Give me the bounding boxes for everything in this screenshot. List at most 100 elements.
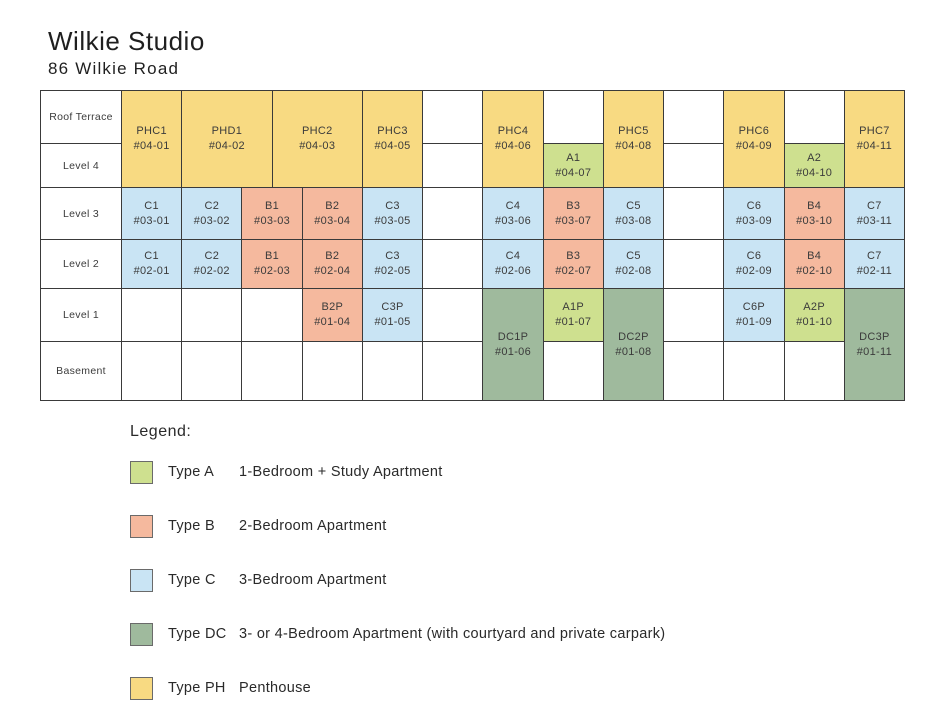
unit-number: #03-05 xyxy=(374,214,411,227)
unit-cell-c1: C1 #03-01 xyxy=(122,188,182,239)
legend-title: Legend: xyxy=(130,423,192,440)
empty-cell xyxy=(423,240,483,288)
unit-number: #02-03 xyxy=(254,265,291,277)
unit-cell-c4: C4 #02-06 xyxy=(483,240,543,288)
empty-cell xyxy=(724,342,784,400)
unit-name: C1 xyxy=(144,199,159,212)
empty-cell xyxy=(122,342,182,400)
row-label-level-3: Level 3 xyxy=(41,188,121,239)
unit-number: #02-07 xyxy=(555,265,592,277)
legend-item-b: Type B 2-Bedroom Apartment xyxy=(130,514,665,538)
unit-cell-b3: B3 #02-07 xyxy=(543,240,603,288)
unit-number: #04-11 xyxy=(856,140,892,152)
empty-cell xyxy=(664,144,724,187)
unit-cell-phc2: PHC2 #04-03 xyxy=(272,91,362,187)
unit-stack-grid: Roof Terrace Level 4 Level 3 Level 2 Level 1… xyxy=(40,90,905,401)
empty-cell xyxy=(362,342,423,400)
empty-cell xyxy=(182,342,242,400)
unit-cell-c5: C5 #03-08 xyxy=(603,188,664,239)
unit-number: #01-06 xyxy=(494,345,532,358)
unit-number: #01-07 xyxy=(555,316,592,328)
unit-cell-c1: C1 #02-01 xyxy=(122,240,182,288)
legend-description: Penthouse xyxy=(239,680,312,696)
row-label-level-4: Level 4 xyxy=(41,144,121,187)
unit-cell-c6: C6 #02-09 xyxy=(724,240,784,288)
unit-number: #01-11 xyxy=(856,345,892,358)
unit-cell-c7: C7 #02-11 xyxy=(844,240,904,288)
unit-name: C7 xyxy=(867,199,882,212)
unit-number: #04-08 xyxy=(615,140,652,152)
row-label-level-2: Level 2 xyxy=(41,240,121,288)
unit-cell-a1p: A1P #01-07 xyxy=(543,289,603,341)
unit-name: PHC4 xyxy=(497,125,529,138)
unit-number: #04-09 xyxy=(735,140,772,152)
empty-cell xyxy=(423,91,483,143)
unit-name: B3 xyxy=(566,250,581,263)
unit-number: #04-02 xyxy=(208,140,245,152)
unit-cell-c4: C4 #03-06 xyxy=(483,188,543,239)
unit-cell-b1: B1 #03-03 xyxy=(242,188,302,239)
legend-swatch-ph xyxy=(130,676,153,700)
unit-number: #02-05 xyxy=(374,265,411,277)
unit-name: C5 xyxy=(626,250,641,263)
unit-name: PHC6 xyxy=(738,125,770,138)
unit-cell-phd1: PHD1 #04-02 xyxy=(182,91,272,187)
legend-type-label: Type DC xyxy=(168,626,227,642)
unit-number: #03-09 xyxy=(735,214,772,227)
unit-number: #02-04 xyxy=(314,265,351,277)
unit-number: #02-01 xyxy=(133,265,170,277)
unit-cell-a1: A1 #04-07 xyxy=(543,144,603,187)
unit-cell-phc7: PHC7 #04-11 xyxy=(844,91,904,187)
unit-name: A2 xyxy=(807,151,822,164)
unit-number: #04-06 xyxy=(494,140,532,152)
empty-cell xyxy=(302,342,362,400)
legend-item-dc: Type DC 3- or 4-Bedroom Apartment (with c… xyxy=(130,622,666,646)
legend: Legend: Type A 1-Bedroom + Study Apartmen… xyxy=(130,423,665,717)
empty-cell xyxy=(182,289,242,341)
legend-description: 3- or 4-Bedroom Apartment (with courtyar… xyxy=(239,626,666,642)
legend-description: 2-Bedroom Apartment xyxy=(239,518,387,534)
header: Wilkie Studio 86 Wilkie Road xyxy=(48,26,205,79)
unit-cell-c5: C5 #02-08 xyxy=(603,240,664,288)
unit-cell-b2: B2 #02-04 xyxy=(302,240,362,288)
unit-cell-phc6: PHC6 #04-09 xyxy=(724,91,784,187)
unit-cell-c3p: C3P #01-05 xyxy=(362,289,423,341)
unit-cell-c2: C2 #03-02 xyxy=(182,188,242,239)
empty-cell xyxy=(423,188,483,239)
row-label-roof-terrace: Roof Terrace xyxy=(41,91,121,143)
unit-name: C3P xyxy=(381,301,404,314)
unit-number: #02-09 xyxy=(735,265,772,277)
unit-name: C3 xyxy=(385,250,400,263)
unit-name: B4 xyxy=(807,250,822,263)
empty-cell xyxy=(423,342,483,400)
empty-cell xyxy=(543,342,603,400)
empty-cell xyxy=(784,342,844,400)
empty-cell xyxy=(664,289,724,341)
unit-number: #03-10 xyxy=(796,214,833,227)
unit-cell-phc3: PHC3 #04-05 xyxy=(362,91,423,187)
unit-number: #02-06 xyxy=(494,265,532,277)
unit-number: #03-04 xyxy=(314,214,351,227)
unit-cell-phc5: PHC5 #04-08 xyxy=(603,91,664,187)
empty-cell xyxy=(784,91,844,143)
unit-number: #03-11 xyxy=(856,214,892,227)
unit-cell-b4: B4 #03-10 xyxy=(784,188,844,239)
unit-number: #01-08 xyxy=(615,345,652,358)
unit-name: C6 xyxy=(746,199,762,212)
empty-cell xyxy=(664,240,724,288)
unit-name: PHC3 xyxy=(377,125,408,138)
unit-cell-phc1: PHC1 #04-01 xyxy=(122,91,182,187)
empty-cell xyxy=(242,289,302,341)
unit-name: B2 xyxy=(325,199,340,212)
unit-cell-b3: B3 #03-07 xyxy=(543,188,603,239)
unit-name: C4 xyxy=(505,250,521,263)
unit-number: #03-03 xyxy=(254,214,291,227)
unit-name: B2P xyxy=(321,301,344,314)
empty-cell xyxy=(664,342,724,400)
row-label-basement: Basement xyxy=(41,342,121,400)
unit-name: A1 xyxy=(566,151,581,164)
unit-name: B3 xyxy=(566,199,581,212)
unit-number: #01-09 xyxy=(735,316,772,328)
unit-number: #04-05 xyxy=(374,140,411,152)
